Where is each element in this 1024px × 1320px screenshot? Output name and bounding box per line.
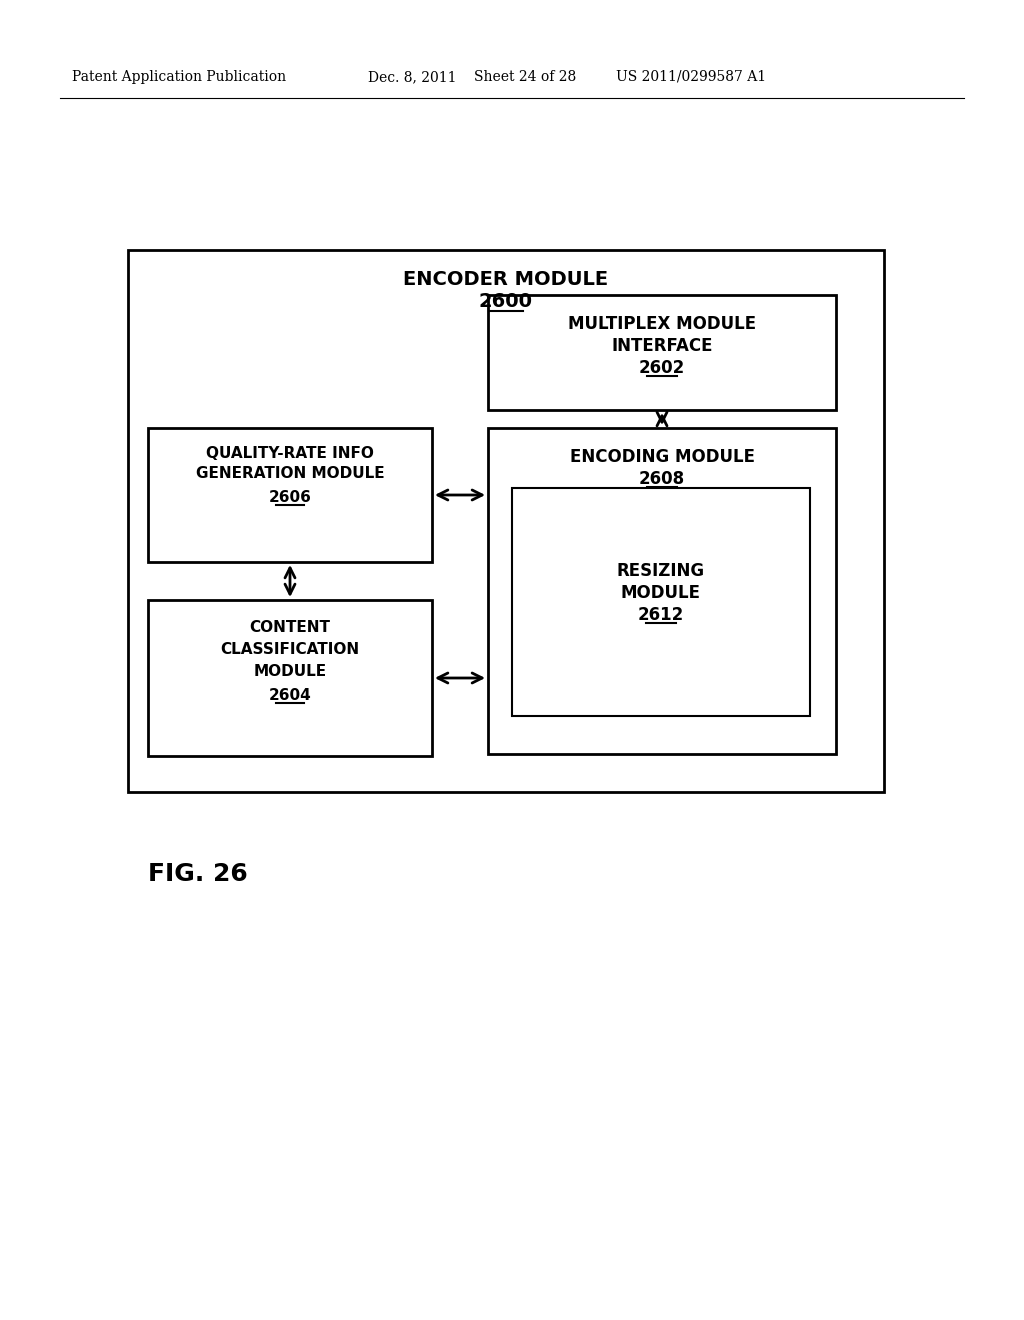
Text: Dec. 8, 2011: Dec. 8, 2011 bbox=[368, 70, 457, 84]
Text: MODULE: MODULE bbox=[253, 664, 327, 678]
Text: 2604: 2604 bbox=[268, 688, 311, 704]
Text: RESIZING: RESIZING bbox=[616, 562, 706, 579]
Bar bbox=[148, 601, 432, 756]
Text: Patent Application Publication: Patent Application Publication bbox=[72, 70, 286, 84]
Bar bbox=[488, 294, 836, 411]
Bar bbox=[512, 488, 810, 715]
Text: 2600: 2600 bbox=[479, 292, 534, 312]
Text: FIG. 26: FIG. 26 bbox=[148, 862, 248, 886]
Text: 2608: 2608 bbox=[639, 470, 685, 488]
Text: Sheet 24 of 28: Sheet 24 of 28 bbox=[474, 70, 577, 84]
Text: QUALITY-RATE INFO: QUALITY-RATE INFO bbox=[206, 446, 374, 461]
Bar bbox=[148, 428, 432, 562]
Text: GENERATION MODULE: GENERATION MODULE bbox=[196, 466, 384, 480]
Text: ENCODER MODULE: ENCODER MODULE bbox=[403, 271, 608, 289]
Text: INTERFACE: INTERFACE bbox=[611, 337, 713, 355]
Bar bbox=[128, 249, 884, 792]
Text: CONTENT: CONTENT bbox=[250, 620, 331, 635]
Text: MULTIPLEX MODULE: MULTIPLEX MODULE bbox=[568, 315, 756, 333]
Bar bbox=[488, 428, 836, 754]
Text: 2612: 2612 bbox=[638, 606, 684, 624]
Text: CLASSIFICATION: CLASSIFICATION bbox=[220, 642, 359, 657]
Text: US 2011/0299587 A1: US 2011/0299587 A1 bbox=[616, 70, 766, 84]
Text: 2606: 2606 bbox=[268, 490, 311, 506]
Text: 2602: 2602 bbox=[639, 359, 685, 378]
Text: MODULE: MODULE bbox=[621, 583, 701, 602]
Text: ENCODING MODULE: ENCODING MODULE bbox=[569, 447, 755, 466]
